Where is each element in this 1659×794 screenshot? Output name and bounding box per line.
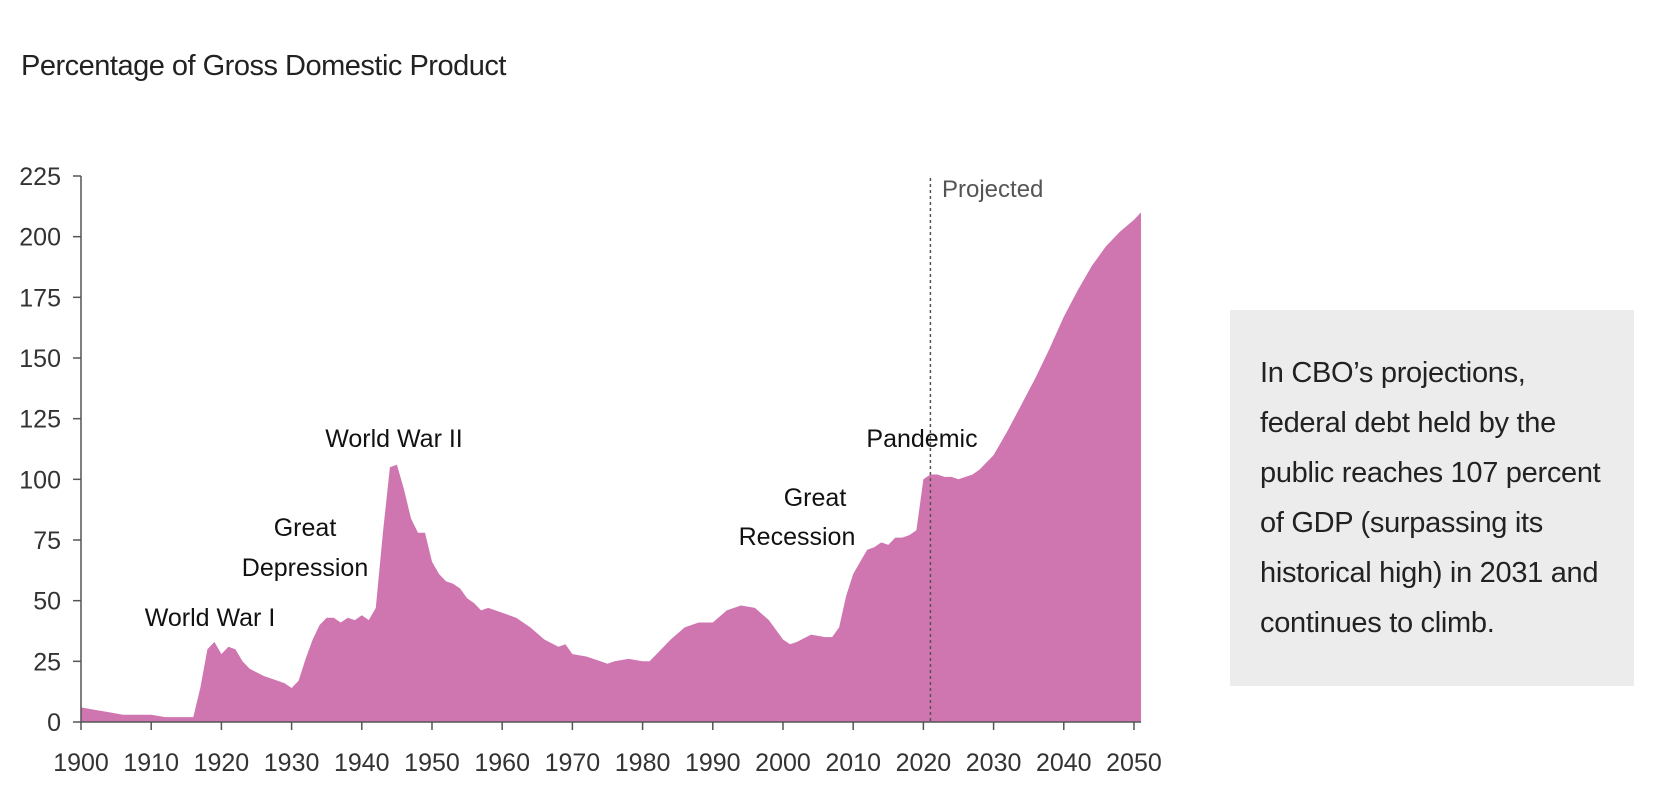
annotation-great-depression-line1: Great xyxy=(274,514,337,542)
y-tick-label: 225 xyxy=(19,163,61,191)
x-tick-label: 1940 xyxy=(334,749,390,777)
x-tick-label: 1970 xyxy=(545,749,601,777)
debt-area xyxy=(81,212,1141,722)
event-annotations: World War I Great Depression World War I… xyxy=(145,425,978,632)
annotation-world-war-1: World War I xyxy=(145,604,276,632)
x-tick-label: 1960 xyxy=(474,749,530,777)
x-tick-label: 2020 xyxy=(896,749,952,777)
y-tick-label: 75 xyxy=(33,527,61,555)
x-tick-label: 2010 xyxy=(825,749,881,777)
x-tick-label: 1920 xyxy=(194,749,250,777)
x-tick-label: 1980 xyxy=(615,749,671,777)
y-tick-label: 0 xyxy=(47,709,61,737)
x-tick-label: 1930 xyxy=(264,749,320,777)
y-tick-label: 100 xyxy=(19,466,61,494)
x-tick-label: 1990 xyxy=(685,749,741,777)
area-layer xyxy=(81,212,1141,722)
chart-title: Percentage of Gross Domestic Product xyxy=(21,50,506,82)
x-tick-label: 2030 xyxy=(966,749,1022,777)
y-tick-label: 25 xyxy=(33,648,61,676)
annotation-great-recession-line1: Great xyxy=(784,484,847,512)
annotation-pandemic: Pandemic xyxy=(866,425,977,453)
x-tick-label: 2000 xyxy=(755,749,811,777)
y-tick-label: 200 xyxy=(19,224,61,252)
annotation-great-recession-line2: Recession xyxy=(739,523,856,551)
x-tick-label: 1950 xyxy=(404,749,460,777)
x-tick-label: 1910 xyxy=(123,749,179,777)
x-tick-label: 2050 xyxy=(1106,749,1162,777)
y-tick-label: 125 xyxy=(19,406,61,434)
axis-layer xyxy=(80,176,1141,723)
x-axis-ticks: 1900 1910 1920 1930 1940 1950 1960 1970 1980 1990… xyxy=(53,722,1162,777)
x-tick-label: 2040 xyxy=(1036,749,1092,777)
y-tick-label: 50 xyxy=(33,588,61,616)
note-box: In CBO’s projections, federal debt held … xyxy=(1230,310,1634,686)
annotation-great-depression-line2: Depression xyxy=(242,554,368,582)
note-text: In CBO’s projections, federal debt held … xyxy=(1260,357,1601,639)
annotation-world-war-2: World War II xyxy=(325,425,463,453)
y-tick-label: 175 xyxy=(19,284,61,312)
y-axis-ticks: 0 25 50 75 100 125 150 175 200 225 xyxy=(19,163,81,737)
y-tick-label: 150 xyxy=(19,345,61,373)
projected-label: Projected xyxy=(942,176,1043,203)
x-tick-label: 1900 xyxy=(53,749,109,777)
